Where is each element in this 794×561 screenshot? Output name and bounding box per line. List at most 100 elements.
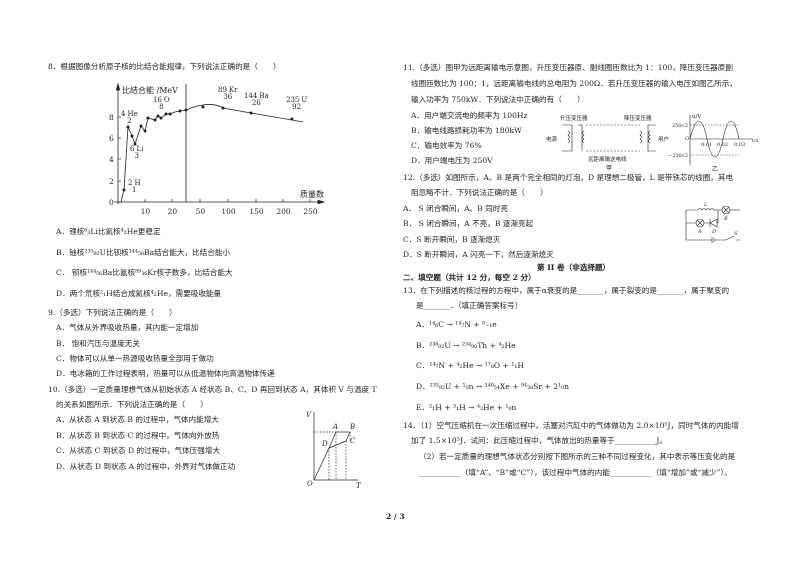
point [153, 118, 157, 122]
q10-option-b: B．从状态 B 到状态 C 的过程中，气体向外放热 [56, 431, 220, 440]
point-o [156, 114, 160, 118]
q11-option-b: B．输电线路损耗功率为 180kW [411, 126, 522, 135]
point [146, 116, 150, 120]
y-tick-label: 4 [109, 155, 114, 164]
label-u: 235 U 92 [286, 96, 308, 112]
q13-option-b: B．²³⁸₉₂U → ²³⁴₉₀Th + ⁴₂He [416, 341, 516, 350]
svg-text:L: L [703, 202, 708, 208]
point-he [126, 125, 130, 129]
svg-text:甲: 甲 [606, 165, 612, 172]
q9-option-b: B． 饱和汽压与温度无关 [56, 339, 140, 348]
label-li: 6 Li 3 [130, 145, 144, 161]
q14-line-2: 加了 1.5×10⁵J．试问：此压缩过程中，气体放出的热量等于_________… [411, 436, 668, 445]
q9-option-a: A．气体从外界吸收热量，其内能一定增加 [56, 323, 199, 332]
svg-text:T: T [356, 482, 362, 490]
part-two-heading: 第 II 卷（非选择题） [537, 263, 611, 272]
x-tick-label: 50 [196, 207, 206, 216]
svg-text:u/V: u/V [692, 114, 702, 120]
svg-text:降压变压器: 降压变压器 [624, 114, 652, 122]
page-number: 2 / 3 [386, 512, 405, 521]
y-tick-label: 2 [109, 177, 114, 186]
point [143, 129, 147, 133]
label-kr: 89 Kr 36 [218, 86, 238, 102]
q13-option-d: D．²³⁵₉₂U + ¹₀n → ¹⁴⁰₅₄Xe + ⁹⁴₃₈Sr + 2¹₀n [416, 382, 569, 391]
svg-text:t/s: t/s [752, 138, 759, 144]
svg-text:乙: 乙 [712, 166, 718, 173]
q12-option-b: B． S 闭合瞬间，A 不亮，B 逐渐亮起 [403, 219, 534, 228]
y-axis-label: 比结合能 /MeV [122, 85, 178, 95]
svg-text:S: S [734, 231, 738, 237]
svg-text:O: O [685, 136, 689, 142]
svg-text:C: C [350, 437, 356, 445]
svg-text:0.01: 0.01 [701, 142, 712, 148]
x-tick-label: 10 [141, 207, 151, 216]
x-tick-label: 150 [249, 207, 264, 216]
svg-text:A: A [697, 229, 702, 235]
q9-option-d: D．电冰箱的工作过程表明，热量可以从低温物体向高温物体传递 [56, 369, 275, 378]
q12-option-d: D．S 断开瞬间，A 闪亮一下，然后逐渐熄灭 [403, 250, 554, 259]
svg-text:B: B [723, 216, 728, 222]
svg-text:B: B [349, 423, 355, 431]
q12-stem-2: 阻忽略不计．下列说法正确的是（ ） [411, 188, 548, 197]
q8-option-d: D．两个氘核²₁H结合成氦核⁴₂He，需要吸收能量 [56, 289, 222, 298]
q10-stem-2: 的关系如图所示．下列说法正确的是（ ） [56, 400, 208, 409]
vt-diagram: V T O A B C D [306, 411, 362, 490]
point-h [122, 188, 126, 192]
point-li [133, 142, 137, 146]
svg-text:D: D [321, 440, 328, 448]
point [201, 105, 205, 109]
svg-text:升压变压器: 升压变压器 [560, 114, 588, 122]
point [178, 109, 182, 113]
svg-text:D: D [711, 229, 716, 235]
q14-line-3: （2）若一定质量的理想气体状态分别按下图所示的三种不同过程变化，其中表示等压变化… [419, 452, 736, 461]
q11-stem-1: 11.（多选）图甲为远距离输电示意图，升压变压器原、副线圈匝数比为 1：100，… [403, 63, 733, 72]
q12-option-a: A． S 闭合瞬间，A、B 同时亮 [403, 204, 508, 213]
svg-text:A: A [332, 423, 338, 431]
point [168, 112, 172, 116]
transmission-diagram: 升压变压器 降压变压器 电源 用户 远距离输送电线 甲 [546, 114, 669, 172]
q10-option-d: D．从状态 D 到状态 A 的过程中，外界对气体做正功 [56, 462, 236, 471]
q10-stem-1: 10.（多选）一定质量理想气体从初始状态 A 经状态 B、C、D 再回到状态 A… [48, 385, 377, 394]
svg-text:V: V [306, 411, 312, 419]
binding-energy-chart: 0 2 4 6 8 10 20 50 100 150 200 250 比结合能 /MeV 质量数 [109, 82, 326, 216]
q13-option-e: E．²₁H + ³₁H → ⁴₂He + ¹₀n [416, 403, 517, 412]
circuit-diagram: L B A D S [685, 202, 740, 243]
voltage-waveform: u/V 250√2 −250√2 O 0.01 0.02 0.03 t/s 乙 [668, 114, 759, 173]
point [139, 124, 143, 128]
q14-line-1: 14．（1）空气压缩机在一次压缩过程中，活塞对汽缸中的气体做功为 2.0×10⁵… [403, 421, 739, 430]
q13-stem-1: 13．在下列描述的核过程的方程中，属于α衰变的是_______，属于裂变的是__… [403, 286, 730, 295]
svg-text:−250√2: −250√2 [668, 153, 688, 159]
q13-stem-2: 是_______．（填正确答案标号） [416, 301, 523, 310]
x-tick-label: 200 [276, 207, 291, 216]
svg-text:电源: 电源 [546, 135, 558, 143]
point [164, 112, 168, 116]
q12-option-c: C．S 断开瞬间，B 逐渐熄灭 [403, 235, 501, 244]
q8-option-a: A．锂核⁶₃Li比氦核⁴₂He更稳定 [56, 227, 161, 236]
svg-text:用户: 用户 [658, 135, 669, 143]
label-he: 4 He 2 [121, 110, 138, 126]
svg-text:250√2: 250√2 [672, 123, 688, 129]
label-ba: 144 Ba 26 [244, 92, 269, 108]
x-axis-label: 质量数 [300, 189, 324, 199]
y-tick-label: 8 [109, 113, 114, 122]
q11-option-c: C．输电效率为 76% [411, 141, 482, 150]
svg-text:0.03: 0.03 [734, 142, 745, 148]
q11-stem-2: 线圈匝数比为 100：1，远距离输电线的总电阻为 200Ω．若升压变压器的输入电… [411, 79, 737, 88]
point-u [290, 117, 294, 121]
q11-option-d: D．用户端电压为 250V [411, 156, 493, 165]
q10-option-a: A．从状态 A 到状态 B 的过程中，气体内能增大 [56, 415, 219, 424]
q11-stem-3: 输入功率为 750kW．下列说法中正确的有（ ） [411, 95, 585, 104]
point-ba [249, 111, 253, 115]
svg-text:0.02: 0.02 [717, 142, 728, 148]
x-tick-label: 100 [221, 207, 236, 216]
q10-option-c: C．从状态 C 到状态 D 的过程中，气体压强增大 [56, 446, 221, 455]
q11-option-a: A．用户端交流电的频率为 100Hz [411, 111, 528, 120]
q14-line-4: ___________（填“A”、“B”或“C”），该过程中气体的内能_____… [419, 468, 732, 477]
q8-stem: 8．根据图像分析原子核的比结合能规律，下列说法正确的是（ ） [48, 62, 281, 71]
point-kr [221, 106, 225, 110]
y-tick-label: 6 [109, 134, 114, 143]
y-axis-arrow [115, 82, 121, 91]
svg-text:远距离输送电线: 远距离输送电线 [588, 155, 627, 163]
